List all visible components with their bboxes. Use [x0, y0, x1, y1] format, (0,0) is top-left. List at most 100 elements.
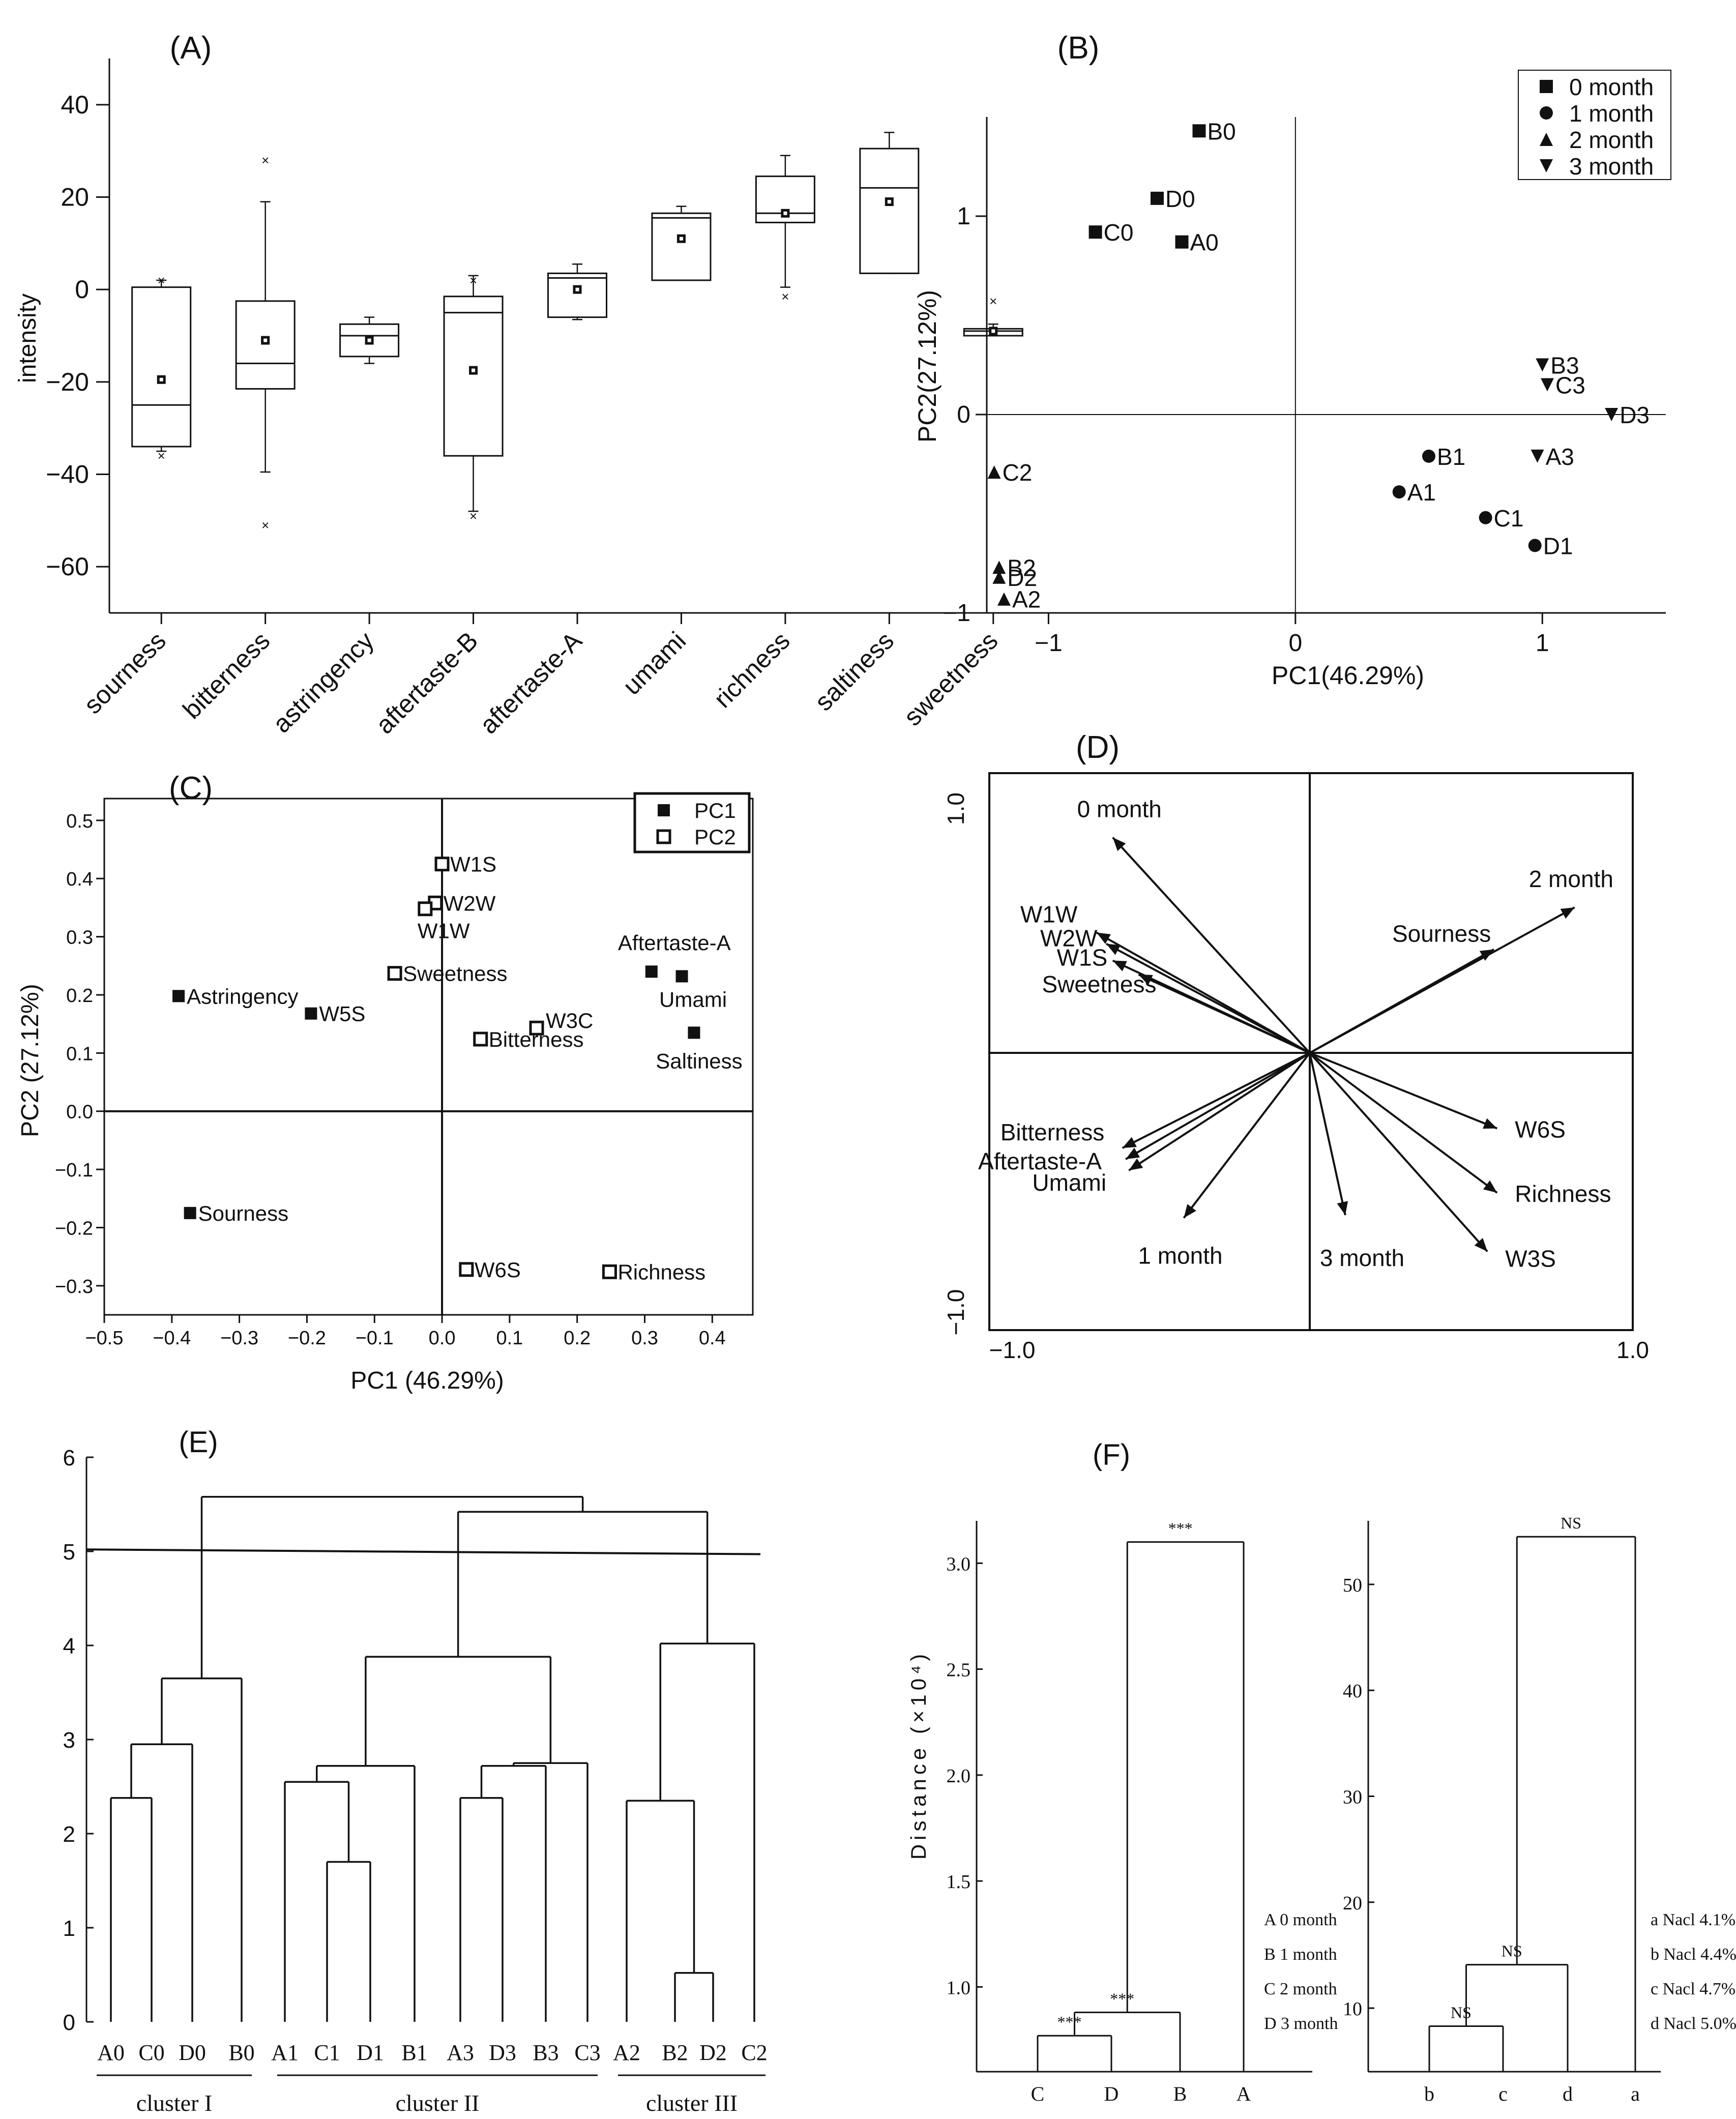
- point-D3: [1605, 408, 1619, 421]
- point-label-Sourness: Sourness: [198, 1201, 288, 1225]
- vector-Sweetness: [1138, 974, 1310, 1054]
- point-Sourness: [184, 1206, 196, 1219]
- y-tick-label-e: 5: [63, 1540, 75, 1565]
- vector-label-Sweetness: Sweetness: [1042, 971, 1156, 997]
- significance-f-right: NS: [1561, 1514, 1581, 1532]
- significance-f-right: NS: [1451, 2003, 1472, 2021]
- leaf-label-B0: B0: [228, 2040, 254, 2065]
- x-tick-label-a: astringency: [267, 626, 379, 738]
- x-tick-label-d: −1.0: [989, 1337, 1036, 1363]
- y-tick-label-e: 4: [63, 1634, 75, 1659]
- y-tick-label-c: 0.3: [66, 927, 93, 949]
- point-W1S: [434, 857, 450, 872]
- y-tick-label-f-right: 40: [1343, 1681, 1362, 1702]
- x-tick-label-a: umami: [617, 626, 692, 700]
- leaf-label-C1: C1: [314, 2040, 340, 2065]
- x-tick-label-b: −1: [1035, 630, 1063, 657]
- y-tick-label-a: 40: [61, 91, 89, 119]
- point-Aftertaste-A: [645, 965, 658, 978]
- vector-label-W3S: W3S: [1505, 1246, 1556, 1272]
- vector-label-Sourness: Sourness: [1392, 921, 1491, 947]
- point-D1: [1528, 539, 1542, 552]
- panel-label-a: (A): [170, 31, 212, 66]
- legend-marker-c: [658, 804, 670, 816]
- y-tick-label-e: 2: [63, 1822, 75, 1847]
- y-axis-title-b: PC2(27.12%): [913, 290, 941, 443]
- point-label-Saltiness: Saltiness: [656, 1049, 742, 1073]
- vector-label-W2W: W2W: [1040, 925, 1098, 952]
- vector-Umami: [1128, 1052, 1311, 1171]
- outlier-sourness: ×: [158, 448, 165, 463]
- x-tick-label-a: aftertaste-B: [370, 626, 483, 739]
- leaf-label-D0: D0: [179, 2040, 206, 2065]
- leaf-label-D1: D1: [357, 2040, 384, 2065]
- point-C1: [1479, 511, 1492, 524]
- leaf-label-A1: A1: [271, 2040, 299, 2065]
- y-tick-label-c: −0.2: [55, 1218, 93, 1239]
- box-aftertaste-B: [443, 296, 504, 457]
- point-label-Richness: Richness: [617, 1260, 705, 1284]
- mean-marker-astringency: [365, 336, 374, 345]
- y-tick-label-e: 3: [63, 1728, 75, 1753]
- point-label-B2: B2: [1007, 554, 1036, 581]
- leaf-label-f-left: B: [1173, 2082, 1187, 2105]
- y-tick-label-c: 0.4: [66, 869, 93, 890]
- vector-label-2 month: 2 month: [1529, 866, 1613, 892]
- point-A3: [1531, 449, 1544, 463]
- leaf-label-B3: B3: [533, 2040, 558, 2065]
- legend-marker-b: [1540, 159, 1553, 172]
- legend-box-b: [1518, 70, 1671, 180]
- point-label-W5S: W5S: [319, 1002, 365, 1026]
- point-A1: [1392, 485, 1406, 499]
- y-tick-label-d: 1.0: [943, 792, 969, 825]
- cut-line-e: [86, 1548, 761, 1555]
- y-tick-label-e: 1: [63, 1916, 75, 1941]
- vector-W3S: [1309, 1052, 1488, 1252]
- y-axis-title-f: Distance (×10⁴): [906, 1650, 930, 1860]
- point-C3: [1540, 378, 1554, 392]
- legend-label-f-right: c Nacl 4.7%: [1651, 1980, 1735, 1998]
- point-Richness: [602, 1264, 617, 1279]
- legend-marker-b: [1540, 133, 1553, 146]
- y-tick-label-b: −1: [943, 600, 970, 627]
- leaf-label-D3: D3: [489, 2040, 516, 2065]
- x-axis-title-b: PC1(46.29%): [1272, 661, 1424, 690]
- box-aftertaste-A: [547, 272, 607, 318]
- vector-W1S-head: [1112, 960, 1127, 972]
- vector-Umami-head: [1129, 1158, 1143, 1170]
- point-label-W6S: W6S: [475, 1258, 521, 1282]
- vector-label-W1W: W1W: [1020, 901, 1078, 928]
- x-tick-label-a: richness: [708, 626, 795, 713]
- outlier-richness: ×: [781, 289, 789, 304]
- leaf-label-C3: C3: [574, 2040, 600, 2065]
- leaf-label-B1: B1: [401, 2040, 427, 2065]
- mean-marker-richness: [781, 209, 790, 218]
- cluster-label-1: cluster I: [136, 2090, 212, 2116]
- point-W5S: [305, 1007, 317, 1020]
- box-richness: [755, 175, 815, 223]
- x-tick-label-b: 1: [1536, 630, 1549, 657]
- point-label-Umami: Umami: [659, 987, 727, 1011]
- y-tick-label-a: −40: [46, 460, 89, 489]
- point-label-Bitterness: Bitterness: [489, 1027, 584, 1051]
- vector-Aftertaste-A: [1125, 1052, 1311, 1160]
- legend-marker-b: [1540, 106, 1553, 120]
- x-axis-title-c: PC1 (46.29%): [350, 1367, 504, 1394]
- cluster-label-3: cluster III: [646, 2090, 738, 2116]
- y-tick-label-e: 0: [63, 2010, 75, 2035]
- y-tick-label-c: −0.1: [55, 1160, 93, 1181]
- x-tick-label-c: 0.1: [496, 1328, 523, 1349]
- point-D0: [1150, 191, 1164, 205]
- mean-marker-saltiness: [885, 197, 894, 207]
- box-saltiness: [859, 148, 920, 274]
- y-tick-label-a: −60: [46, 552, 89, 581]
- y-tick-label-f-left: 2.5: [947, 1660, 971, 1681]
- point-label-W1S: W1S: [450, 852, 496, 876]
- vector-0 month-head: [1112, 837, 1126, 851]
- point-label-W1W: W1W: [418, 919, 470, 943]
- x-tick-label-c: 0.0: [429, 1328, 456, 1349]
- point-B1: [1422, 449, 1435, 463]
- significance-f-left: ***: [1168, 1519, 1193, 1538]
- y-tick-label-f-left: 1.0: [947, 1977, 971, 1998]
- vector-Sourness-head: [1479, 949, 1494, 961]
